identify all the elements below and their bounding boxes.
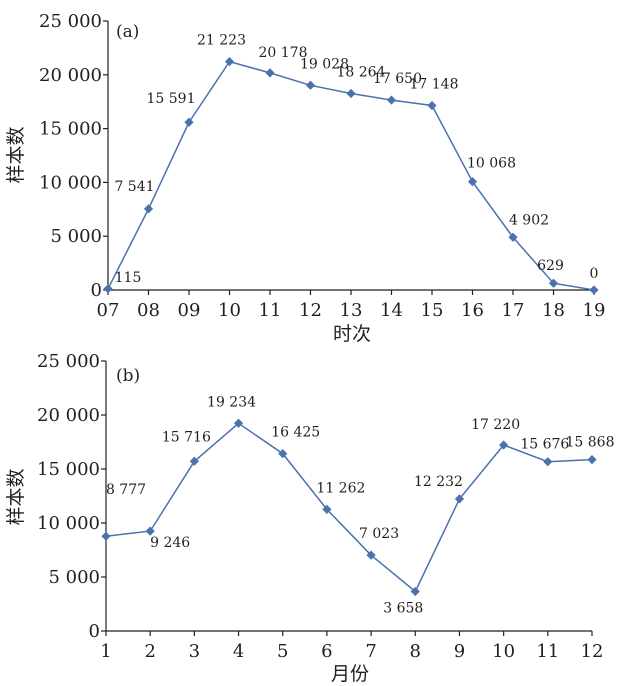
panel-2-data-point: [278, 449, 288, 459]
panel-2-data-label: 9 246: [150, 535, 190, 551]
panel-1-data-label: 629: [537, 258, 564, 274]
panel-2-x-tick-label: 1: [100, 641, 111, 662]
panel-1-y-axis-title: 样本数: [5, 126, 27, 183]
panel-1-x-tick-label: 13: [340, 300, 363, 321]
panel-2-data-point: [145, 526, 155, 536]
panel-1-data-label: 4 902: [509, 212, 549, 228]
panel-2-y-tick-label: 0: [89, 621, 100, 642]
panel-1-data-point: [427, 100, 437, 111]
panel-2-data-label: 11 262: [316, 480, 365, 496]
panel-2-data-label: 16 425: [271, 425, 320, 441]
panel-1-x-tick-label: 11: [259, 300, 282, 321]
panel-1-x-tick-label: 09: [178, 300, 201, 321]
panel-2-data-label: 15 868: [566, 435, 615, 451]
panel-2-data-point: [587, 455, 597, 465]
panel-1-x-tick-label: 16: [461, 300, 484, 321]
panel-1-data-label: 0: [590, 266, 599, 282]
panel-1-x-tick-label: 07: [97, 300, 120, 321]
panel-1-data-point: [103, 284, 113, 294]
panel-2-data-point: [543, 457, 553, 467]
panel-2-data-label: 15 716: [162, 429, 211, 445]
panel-2-data-label: 15 676: [520, 437, 569, 453]
panel-2-x-tick-label: 9: [454, 641, 465, 662]
panel-2-data-label: 8 777: [106, 482, 146, 498]
panel-1-data-point: [386, 95, 397, 105]
panel-1-x-tick-label: 14: [380, 300, 403, 321]
panel-1-data-label: 17 148: [410, 76, 459, 92]
panel-2-x-tick-label: 5: [277, 641, 288, 662]
panel-1-y-tick-label: 10 000: [39, 172, 102, 193]
panel-2-x-tick-label: 8: [410, 641, 421, 662]
panel-2-data-label: 7 023: [359, 526, 399, 542]
panel-1-y-tick-label: 15 000: [39, 119, 102, 140]
panel-1-data-label: 20 178: [259, 45, 308, 61]
panel-1-data-label: 10 068: [467, 156, 516, 172]
panel-1-data-label: 21 223: [197, 33, 246, 49]
panel-1-data-point: [346, 88, 356, 99]
panel-2-x-axis-title: 月份: [331, 663, 369, 685]
panel-1-x-tick-label: 12: [299, 300, 322, 321]
panel-2-data-label: 12 232: [414, 474, 463, 490]
panel-1-panel-label: (a): [116, 22, 139, 42]
panel-2-data-point: [366, 550, 376, 560]
panel-1-x-tick-label: 08: [137, 300, 160, 321]
panel-2-y-tick-label: 5 000: [48, 567, 100, 588]
panel-2-x-tick-label: 6: [321, 641, 332, 662]
panel-2-x-tick-label: 3: [189, 641, 200, 662]
panel-2-x-tick-label: 10: [492, 641, 515, 662]
panel-2-series-line: [105, 422, 593, 593]
panel-2-x-tick-label: 7: [365, 641, 376, 662]
panel-2-x-tick-label: 2: [144, 641, 155, 662]
panel-2-data-point: [233, 418, 244, 428]
panel-2-x-tick-label: 12: [581, 641, 604, 662]
panel-2-data-point: [101, 531, 111, 541]
panel-2-data-label: 19 234: [207, 394, 256, 410]
panel-2-data-point: [454, 494, 465, 504]
panel-1-x-tick-label: 10: [218, 300, 241, 321]
panel-1-data-point: [224, 57, 235, 67]
panel-1-data-label: 18 264: [337, 64, 386, 80]
panel-1-y-tick-label: 25 000: [39, 11, 102, 32]
panel-2-y-axis-title: 样本数: [5, 468, 27, 525]
panel-2-y-tick-label: 15 000: [37, 459, 100, 480]
panel-1-y-tick-label: 20 000: [39, 65, 102, 86]
panel-1-x-tick-label: 18: [542, 300, 565, 321]
panel-2-y-tick-label: 20 000: [37, 405, 100, 426]
panel-1-data-point: [184, 117, 194, 127]
panel-2-data-point: [499, 440, 509, 450]
panel-2-x-tick-label: 4: [233, 641, 244, 662]
panel-1-data-label: 17 650: [373, 71, 422, 87]
panel-2-data-point: [189, 456, 199, 466]
panel-1-data-point: [467, 177, 478, 187]
panel-1-data-label: 7 541: [114, 179, 154, 195]
panel-1-data-label: 115: [115, 270, 142, 286]
panel-2-data-point: [410, 586, 420, 597]
panel-1-x-tick-label: 19: [583, 300, 606, 321]
panel-2-y-tick-label: 10 000: [37, 513, 100, 534]
panel-2-data-point: [322, 504, 332, 514]
panel-2-panel-label: (b): [116, 366, 140, 386]
panel-1-x-axis-title: 时次: [333, 323, 371, 345]
panel-1-data-point: [305, 80, 316, 90]
panel-2-data-label: 17 220: [471, 417, 520, 433]
panel-2-data-label: 3 658: [383, 600, 423, 616]
panel-1-x-tick-label: 15: [421, 300, 444, 321]
panel-1-data-point: [548, 278, 559, 288]
panel-1-data-label: 15 591: [147, 91, 196, 107]
panel-1-data-point: [508, 232, 518, 242]
panel-1-y-tick-label: 5 000: [50, 226, 102, 247]
panel-1-data-point: [265, 68, 275, 78]
panel-2-y-tick-label: 25 000: [37, 351, 100, 372]
panel-1-y-tick-label: 0: [91, 280, 102, 301]
panel-1-data-point: [589, 285, 599, 295]
panel-1-data-label: 19 028: [300, 56, 349, 72]
panel-2-x-tick-label: 11: [536, 641, 559, 662]
panel-1-x-tick-label: 17: [502, 300, 525, 321]
panel-1-data-point: [143, 204, 154, 214]
